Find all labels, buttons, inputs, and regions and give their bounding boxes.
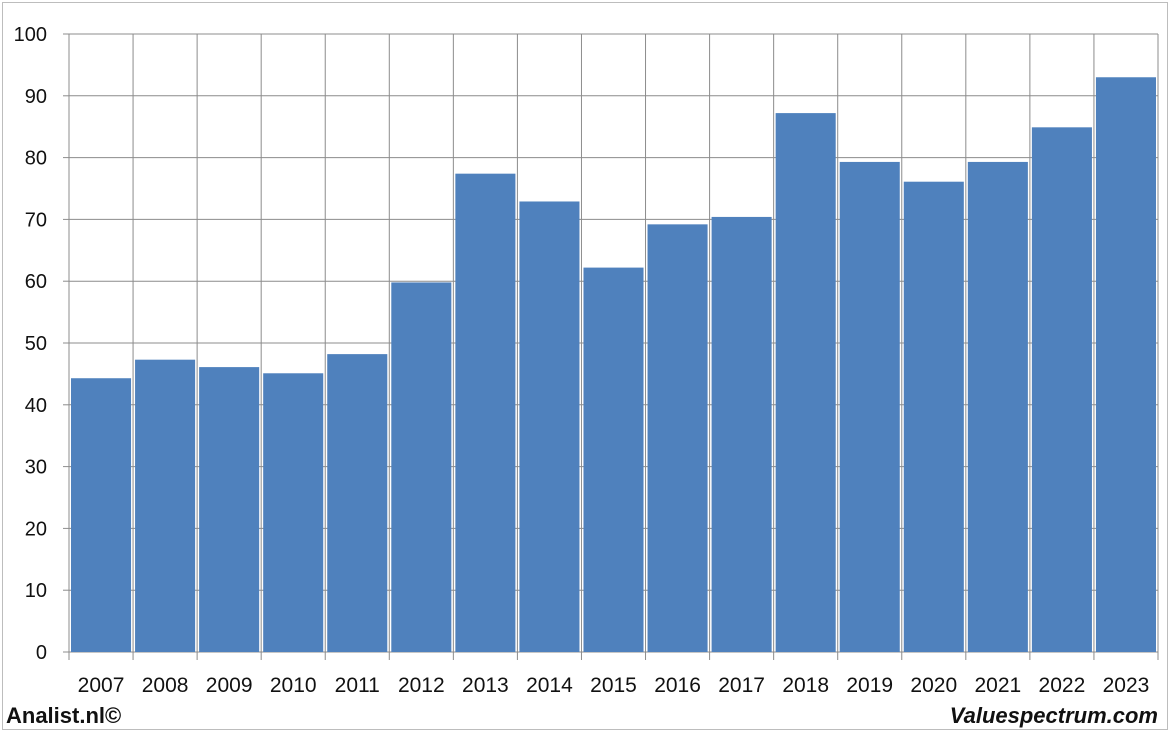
x-tick-label: 2023	[1103, 674, 1150, 697]
bar-2020	[903, 181, 964, 652]
bar-2009	[199, 367, 260, 652]
x-tick-label: 2008	[142, 674, 189, 697]
bar-2011	[327, 354, 388, 652]
y-tick-label: 90	[25, 86, 47, 108]
x-tick-label: 2013	[462, 674, 509, 697]
x-tick-label: 2018	[782, 674, 829, 697]
bar-2008	[135, 359, 196, 652]
bar-2007	[71, 378, 132, 652]
bar-2019	[839, 161, 900, 652]
y-tick-label: 20	[25, 518, 47, 540]
site-credit: Valuespectrum.com	[949, 703, 1158, 728]
x-tick-label: 2010	[270, 674, 317, 697]
bar-2012	[391, 282, 452, 652]
bar-2017	[711, 216, 772, 653]
bar-2022	[1031, 127, 1092, 653]
bar-2014	[519, 201, 580, 652]
x-tick-label: 2011	[335, 674, 380, 697]
bar-2021	[967, 161, 1028, 652]
y-tick-label: 40	[25, 395, 47, 417]
y-tick-label: 60	[25, 271, 47, 293]
x-tick-label: 2017	[718, 674, 765, 697]
source-credit: Analist.nl©	[6, 703, 122, 728]
bar-2010	[263, 373, 324, 652]
x-tick-label: 2007	[78, 674, 125, 697]
y-tick-label: 50	[25, 333, 47, 355]
y-tick-label: 0	[36, 642, 47, 664]
x-tick-label: 2016	[654, 674, 701, 697]
y-tick-label: 70	[25, 209, 47, 231]
x-tick-label: 2021	[974, 674, 1021, 697]
y-tick-label: 10	[25, 580, 47, 602]
bar-2013	[455, 173, 516, 652]
x-axis-tick-labels: 2007 2008 2009 2010 2011 2012 2013 2014 2015 2016…	[78, 674, 1150, 697]
x-tick-label: 2012	[398, 674, 445, 697]
bar-2016	[647, 224, 708, 652]
bar-2018	[775, 113, 836, 652]
x-tick-label: 2009	[206, 674, 253, 697]
x-tick-label: 2015	[590, 674, 637, 697]
y-tick-label: 100	[14, 24, 47, 46]
bar-2015	[583, 267, 644, 652]
y-axis-tick-labels: 0 10 20 30 40 50 60 70 80 90 100	[14, 24, 47, 664]
x-tick-label: 2020	[910, 674, 957, 697]
y-tick-label: 30	[25, 457, 47, 479]
bar-2023	[1095, 77, 1156, 652]
y-tick-label: 80	[25, 148, 47, 170]
x-tick-label: 2019	[846, 674, 893, 697]
bar-series	[71, 77, 1156, 653]
x-tick-label: 2014	[526, 674, 573, 697]
x-tick-label: 2022	[1039, 674, 1086, 697]
